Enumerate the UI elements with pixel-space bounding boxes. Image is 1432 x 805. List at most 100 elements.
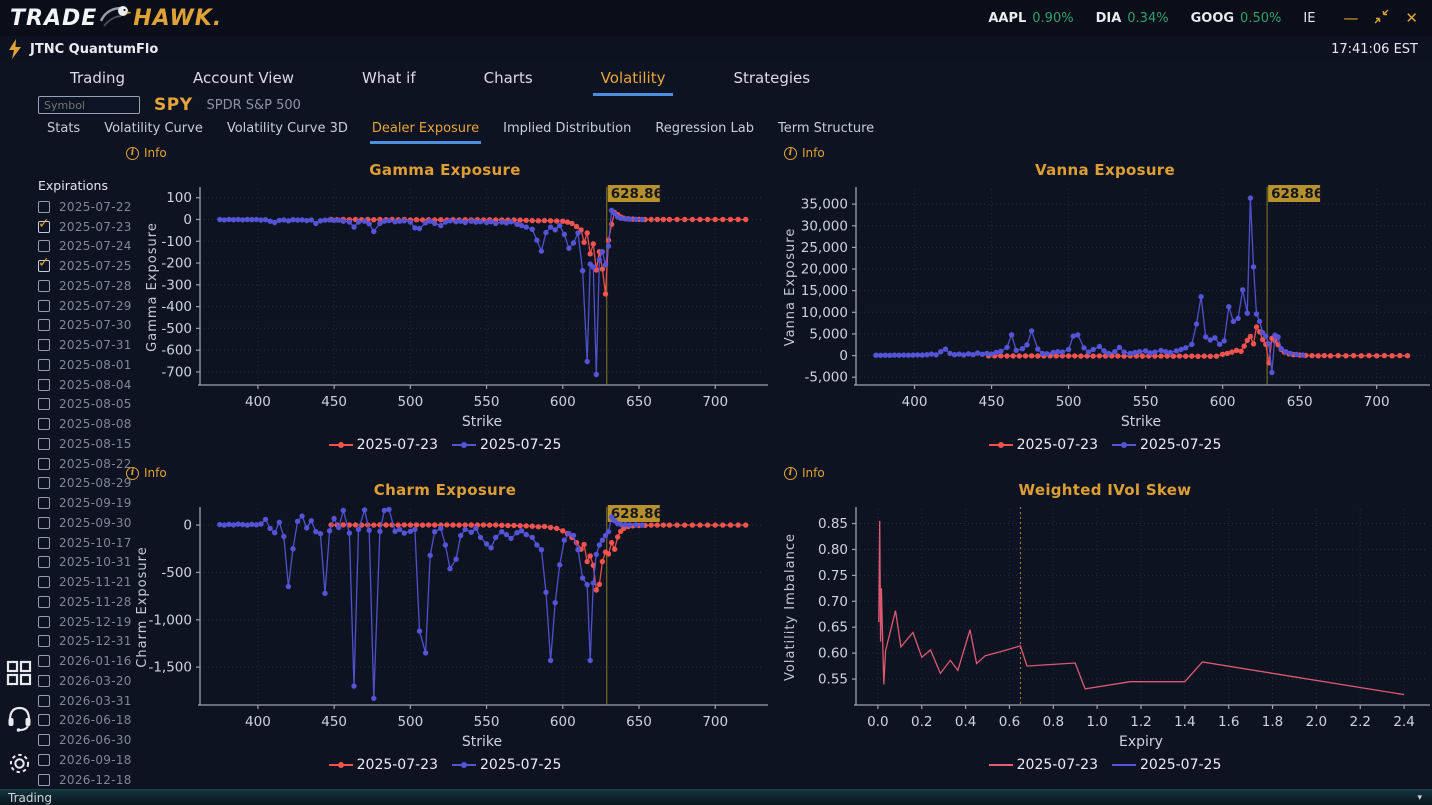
- headset-icon[interactable]: [6, 704, 33, 736]
- checkbox-unchecked[interactable]: [38, 576, 50, 589]
- expiration-date-label: 2026-03-31: [59, 693, 132, 708]
- expiration-item[interactable]: 2026-12-18: [38, 770, 132, 790]
- checkbox-unchecked[interactable]: [38, 694, 50, 707]
- tab-charts[interactable]: Charts: [483, 69, 533, 87]
- layout-grid-icon[interactable]: [6, 660, 32, 690]
- tab-account-view[interactable]: Account View: [193, 69, 294, 87]
- subtab-dealer-exposure[interactable]: Dealer Exposure: [369, 119, 482, 144]
- expiration-item[interactable]: 2026-06-18: [38, 711, 132, 731]
- legend-entry[interactable]: 2025-07-23: [988, 437, 1098, 453]
- checkbox-unchecked[interactable]: [38, 516, 50, 529]
- legend-entry[interactable]: 2025-07-25: [452, 437, 561, 453]
- expiration-item[interactable]: 2025-10-17: [38, 533, 132, 553]
- expiration-item[interactable]: 2025-08-22: [38, 454, 132, 474]
- checkbox-unchecked[interactable]: [38, 556, 50, 569]
- legend-entry[interactable]: 2025-07-23: [328, 437, 438, 453]
- expiration-item[interactable]: 2025-08-04: [38, 375, 132, 395]
- expiration-item[interactable]: 2025-08-01: [38, 355, 132, 375]
- expiration-item[interactable]: 2025-08-29: [38, 474, 132, 494]
- checkbox-unchecked[interactable]: [38, 655, 50, 668]
- expiration-item[interactable]: 2025-07-30: [38, 316, 132, 336]
- expiration-item[interactable]: 2025-09-19: [38, 493, 132, 513]
- expiration-item[interactable]: 2025-12-31: [38, 632, 132, 652]
- expiration-item[interactable]: 2025-08-08: [38, 414, 132, 434]
- expiration-item[interactable]: 2025-10-31: [38, 553, 132, 573]
- expiration-item[interactable]: 2025-07-28: [38, 276, 132, 296]
- expiration-item[interactable]: 2025-07-24: [38, 237, 132, 257]
- checkbox-unchecked[interactable]: [38, 753, 50, 766]
- checkbox-unchecked[interactable]: [38, 437, 50, 450]
- expiration-date-label: 2025-08-22: [59, 456, 132, 471]
- tab-strategies[interactable]: Strategies: [733, 69, 811, 87]
- checkbox-unchecked[interactable]: [38, 674, 50, 687]
- checkbox-unchecked[interactable]: [38, 339, 50, 352]
- expiration-item[interactable]: 2025-08-05: [38, 395, 132, 415]
- expiration-item[interactable]: 2025-07-29: [38, 296, 132, 316]
- checkbox-unchecked[interactable]: [38, 477, 50, 490]
- chart-plot-area[interactable]: 400 450 500 550 600 650 700 100 0 -100 -200 -300 -40…: [120, 183, 770, 431]
- chart-plot-area[interactable]: 400 450 500 550 600 650 700 35,000 30,000 25,000 2…: [778, 183, 1432, 431]
- expiration-item[interactable]: 2025-07-23: [38, 216, 132, 237]
- checkbox-unchecked[interactable]: [38, 358, 50, 371]
- checkbox-unchecked[interactable]: [38, 398, 50, 411]
- expiration-item[interactable]: 2025-07-31: [38, 335, 132, 355]
- expiration-item[interactable]: 2026-03-20: [38, 671, 132, 691]
- expiration-item[interactable]: 2026-03-31: [38, 691, 132, 711]
- checkbox-unchecked[interactable]: [38, 615, 50, 628]
- checkbox-unchecked[interactable]: [38, 378, 50, 391]
- expiration-item[interactable]: 2026-01-16: [38, 651, 132, 671]
- restore-button[interactable]: [1374, 9, 1389, 27]
- subtab-volatility-curve-3d[interactable]: Volatility Curve 3D: [226, 121, 348, 136]
- close-button[interactable]: ✕: [1405, 8, 1418, 27]
- checkbox-unchecked[interactable]: [38, 200, 50, 213]
- checkbox-unchecked[interactable]: [38, 418, 50, 431]
- tab-volatility[interactable]: Volatility: [592, 66, 674, 96]
- info-button[interactable]: i Info: [126, 145, 770, 161]
- symbol-input[interactable]: [38, 96, 140, 114]
- legend-entry[interactable]: 2025-07-25: [1112, 437, 1221, 453]
- checkbox-unchecked[interactable]: [38, 319, 50, 332]
- checkbox-unchecked[interactable]: [38, 299, 50, 312]
- minimize-button[interactable]: —: [1343, 8, 1359, 27]
- chart-plot-area[interactable]: 0.0 0.2 0.4 0.6 0.8 1.0 1.2 1.4 1.6 1.8 2.0 2.2 2.4 0…: [778, 503, 1432, 751]
- subtab-implied-distribution[interactable]: Implied Distribution: [503, 121, 632, 136]
- checkbox-unchecked[interactable]: [38, 497, 50, 510]
- checkbox-unchecked[interactable]: [38, 240, 50, 253]
- legend-entry[interactable]: 2025-07-23: [988, 757, 1098, 773]
- info-button[interactable]: i Info: [784, 145, 1432, 161]
- checkbox-unchecked[interactable]: [38, 536, 50, 549]
- legend-entry[interactable]: 2025-07-25: [452, 757, 561, 773]
- checkbox-checked[interactable]: [38, 216, 50, 233]
- checkbox-unchecked[interactable]: [38, 595, 50, 608]
- chart-plot-area[interactable]: 400 450 500 550 600 650 700 0 -500 -1,000 -1,500Ch…: [120, 503, 770, 751]
- expiration-item[interactable]: 2026-09-18: [38, 750, 132, 770]
- subtab-volatility-curve[interactable]: Volatility Curve: [104, 121, 203, 136]
- tab-trading[interactable]: Trading: [70, 69, 126, 87]
- checkbox-unchecked[interactable]: [38, 457, 50, 470]
- expiration-item[interactable]: 2025-08-15: [38, 434, 132, 454]
- legend-entry[interactable]: 2025-07-23: [328, 757, 438, 773]
- expiration-item[interactable]: 2026-06-30: [38, 730, 132, 750]
- status-bar-caret-icon[interactable]: ▾: [1417, 792, 1422, 803]
- tab-what-if[interactable]: What if: [361, 69, 416, 87]
- checkbox-unchecked[interactable]: [38, 635, 50, 648]
- expiration-item[interactable]: 2025-11-28: [38, 592, 132, 612]
- checkbox-unchecked[interactable]: [38, 714, 50, 727]
- checkbox-checked[interactable]: [38, 255, 50, 273]
- expiration-item[interactable]: 2025-07-25: [38, 255, 132, 276]
- info-button[interactable]: i Info: [126, 465, 770, 481]
- subtab-term-structure[interactable]: Term Structure: [778, 121, 875, 136]
- expiration-item[interactable]: 2025-07-22: [38, 197, 132, 217]
- info-button[interactable]: i Info: [784, 465, 1432, 481]
- legend-entry[interactable]: 2025-07-25: [1112, 757, 1221, 773]
- gear-icon[interactable]: [6, 750, 33, 781]
- checkbox-unchecked[interactable]: [38, 773, 50, 786]
- expiration-item[interactable]: 2025-11-21: [38, 572, 132, 592]
- svg-text:700: 700: [702, 394, 728, 410]
- checkbox-unchecked[interactable]: [38, 734, 50, 747]
- checkbox-unchecked[interactable]: [38, 279, 50, 292]
- expiration-item[interactable]: 2025-09-30: [38, 513, 132, 533]
- subtab-regression-lab[interactable]: Regression Lab: [655, 121, 755, 136]
- expiration-item[interactable]: 2025-12-19: [38, 612, 132, 632]
- subtab-stats[interactable]: Stats: [47, 121, 81, 136]
